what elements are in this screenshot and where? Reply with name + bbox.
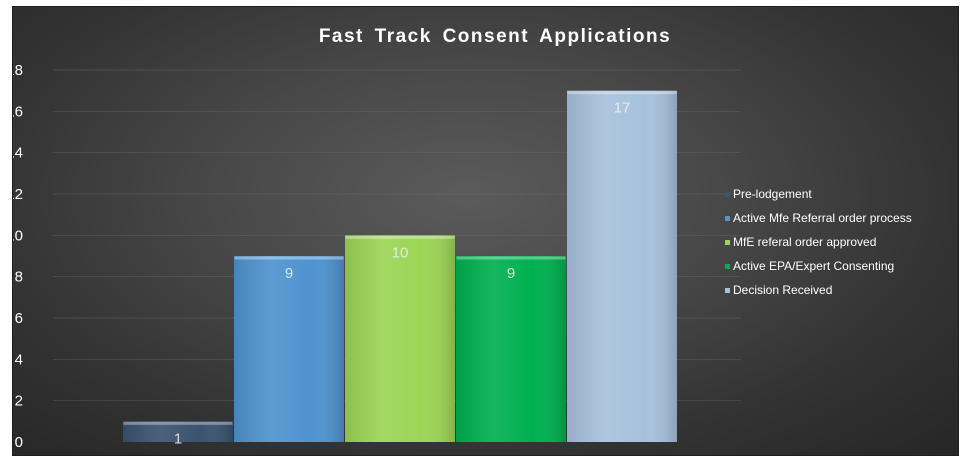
y-tick-label: 10 [13, 227, 23, 244]
legend-swatch [725, 192, 730, 197]
legend-label: Active Mfe Referral order process [733, 211, 912, 225]
legend-item: Active EPA/Expert Consenting [725, 259, 894, 273]
data-label: 10 [392, 244, 409, 261]
bar-shading [234, 256, 344, 442]
bar-top-highlight [123, 421, 233, 425]
y-axis: 0 2 4 6 8 10 12 14 16 18 [13, 62, 23, 451]
y-tick-label: 18 [13, 62, 23, 79]
legend: Pre-lodgement Active Mfe Referral order p… [725, 187, 912, 297]
legend-item: Pre-lodgement [725, 187, 812, 201]
legend-label: Active EPA/Expert Consenting [733, 259, 894, 273]
y-tick-label: 2 [15, 393, 23, 410]
bar-shading [456, 256, 566, 442]
y-tick-label: 4 [15, 351, 23, 368]
data-label: 9 [285, 265, 293, 282]
bar-shading [123, 421, 233, 442]
bars [123, 90, 677, 443]
bar [456, 256, 566, 442]
data-labels: 1 9 10 9 17 [174, 100, 631, 448]
chart-panel: Fast Track Consent Applications 02468101… [12, 6, 959, 456]
legend-label: MfE referal order approved [733, 235, 876, 249]
legend-swatch [725, 288, 730, 293]
legend-swatch [725, 264, 730, 269]
y-tick-label: 0 [15, 434, 23, 451]
data-label: 9 [507, 265, 515, 282]
y-tick-label: 12 [13, 186, 23, 203]
bar-shading [567, 90, 677, 443]
y-tick-label: 14 [13, 145, 23, 162]
y-tick-label: 16 [13, 103, 23, 120]
legend-item: Active Mfe Referral order process [725, 211, 912, 225]
bar [345, 235, 455, 442]
bar-top-highlight [456, 256, 566, 260]
legend-label: Decision Received [733, 283, 832, 297]
legend-item: MfE referal order approved [725, 235, 876, 249]
bar-top-highlight [345, 235, 455, 239]
legend-label: Pre-lodgement [733, 187, 812, 201]
bar [123, 421, 233, 442]
legend-swatch [725, 216, 730, 221]
chart-title: Fast Track Consent Applications [319, 26, 671, 47]
legend-item: Decision Received [725, 283, 832, 297]
bar [567, 90, 677, 443]
y-tick-label: 8 [15, 269, 23, 286]
bar-chart: Fast Track Consent Applications 02468101… [13, 26, 912, 451]
bar-top-highlight [234, 256, 344, 260]
bar-shading [345, 235, 455, 442]
bar [234, 256, 344, 442]
bar-top-highlight [567, 91, 677, 95]
data-label: 17 [614, 100, 631, 117]
y-tick-label: 6 [15, 310, 23, 327]
legend-swatch [725, 240, 730, 245]
data-label: 1 [174, 430, 182, 447]
